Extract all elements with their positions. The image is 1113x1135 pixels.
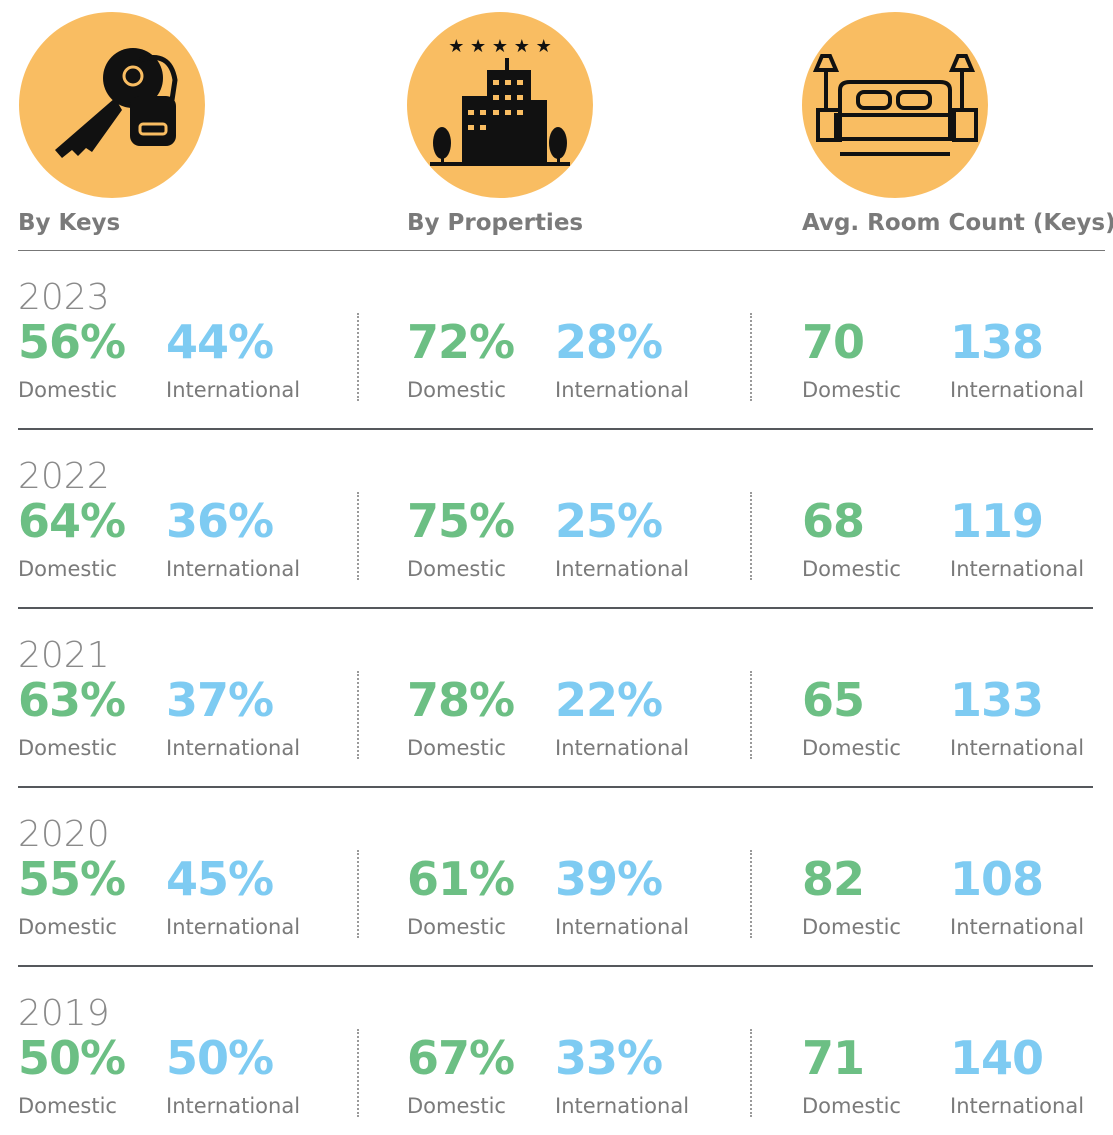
stat-value: 61% [407,852,515,906]
stat-label: Domestic [407,378,506,402]
icons: ★ ★ ★ ★ ★ [19,12,988,198]
divider [357,671,359,759]
stat-value: 39% [555,852,663,906]
stat-label: Domestic [18,1094,117,1118]
stat-label: International [950,736,1085,760]
keys-icon [19,12,205,198]
stat-label: International [166,378,301,402]
divider [357,492,359,580]
stat-value: 138 [950,315,1044,369]
year: 2020 [18,814,110,855]
stat-label: Domestic [18,915,117,939]
stat-value: 50% [18,1031,126,1085]
stat-label: Domestic [407,915,506,939]
stat-label: Domestic [802,1094,901,1118]
divider [750,313,752,401]
year: 2021 [18,635,110,676]
stat-value: 119 [950,494,1044,548]
stat-value: 70 [802,315,865,369]
stat-value: 67% [407,1031,515,1085]
header-rule [18,250,1105,251]
stat-label: Domestic [407,1094,506,1118]
stat-value: 72% [407,315,515,369]
stat-label: Domestic [18,378,117,402]
stat-value: 64% [18,494,126,548]
stat-value: 22% [555,673,663,727]
stat-label: International [166,1094,301,1118]
stat-label: International [166,915,301,939]
stat-label: Domestic [802,378,901,402]
stat-value: 33% [555,1031,663,1085]
stat-label: International [555,736,690,760]
column-header: By Keys [18,210,121,236]
stat-label: International [950,378,1085,402]
stat-value: 63% [18,673,126,727]
properties-icon: ★ ★ ★ ★ ★ [407,12,593,198]
row-rule [18,607,1093,609]
stat-label: International [950,1094,1085,1118]
divider [357,850,359,938]
row-rule [18,965,1093,967]
year: 2019 [18,993,110,1034]
stat-value: 140 [950,1031,1044,1085]
stat-label: Domestic [18,557,117,581]
stat-label: Domestic [407,736,506,760]
stat-label: Domestic [802,557,901,581]
stat-label: Domestic [407,557,506,581]
stat-value: 65 [802,673,865,727]
stat-value: 78% [407,673,515,727]
stat-value: 36% [166,494,274,548]
room-icon [802,12,988,198]
stat-value: 28% [555,315,663,369]
stat-value: 82 [802,852,865,906]
stat-label: International [555,1094,690,1118]
stat-label: Domestic [802,915,901,939]
divider [750,671,752,759]
stat-value: 133 [950,673,1044,727]
row-rule [18,428,1093,430]
stat-value: 55% [18,852,126,906]
stat-value: 56% [18,315,126,369]
stat-label: International [555,915,690,939]
svg-text:★ ★ ★ ★ ★: ★ ★ ★ ★ ★ [448,36,552,57]
stat-label: International [950,557,1085,581]
divider [750,1029,752,1117]
stat-value: 25% [555,494,663,548]
stat-value: 71 [802,1031,865,1085]
stat-value: 68 [802,494,865,548]
stat-label: International [166,557,301,581]
stat-label: International [166,736,301,760]
divider [750,492,752,580]
column-header: By Properties [407,210,584,236]
divider [357,1029,359,1117]
stat-label: International [950,915,1085,939]
stat-label: International [555,378,690,402]
stat-value: 37% [166,673,274,727]
stat-label: Domestic [18,736,117,760]
stat-label: International [555,557,690,581]
stat-value: 75% [407,494,515,548]
stat-value: 45% [166,852,274,906]
year: 2022 [18,456,110,497]
row-rule [18,786,1093,788]
stat-value: 108 [950,852,1044,906]
stat-value: 50% [166,1031,274,1085]
stat-value: 44% [166,315,274,369]
divider [357,313,359,401]
year: 2023 [18,277,110,318]
divider [750,850,752,938]
stat-label: Domestic [802,736,901,760]
column-header: Avg. Room Count (Keys) [802,210,1113,236]
